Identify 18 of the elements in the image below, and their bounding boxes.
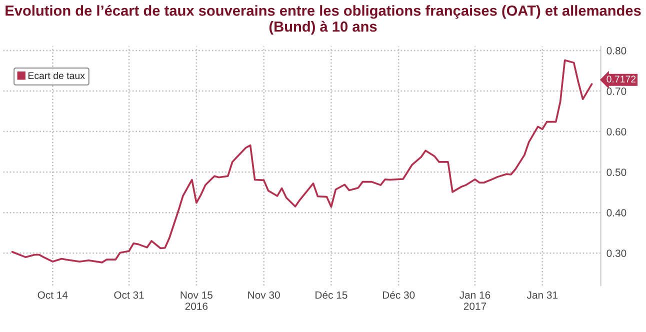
x-tick-label: Déc 30 [382, 290, 415, 299]
x-tick-label: Oct 14 [38, 291, 68, 299]
x-tick-label: Jan 31 [526, 291, 558, 299]
x-tick-label: Nov 15 2016 [180, 291, 212, 310]
x-tick-label: Jan 16 2017 [460, 291, 490, 310]
line-series [11, 59, 593, 264]
y-tick-label: 0.50 [606, 168, 626, 176]
chart-title: Evolution de l’écart de taux souverains entre les obligations françaises (OAT) et allemandes (Bund) à 10 ans [6, 4, 641, 35]
x-tick-label: Oct 31 [114, 291, 144, 299]
x-tick-label: Déc 15 [316, 290, 348, 299]
y-tick-label: 0.30 [606, 250, 626, 257]
y-tick-label: 0.60 [606, 128, 626, 136]
y-tick-label: 0.80 [606, 47, 626, 54]
y-tick-label: 0.70 [606, 88, 626, 95]
legend-label: Ecart de taux [28, 72, 85, 80]
x-tick-label: Nov 30 [248, 291, 280, 299]
data-label: 0.7172 [606, 76, 636, 83]
y-tick-label: 0.40 [606, 209, 626, 216]
